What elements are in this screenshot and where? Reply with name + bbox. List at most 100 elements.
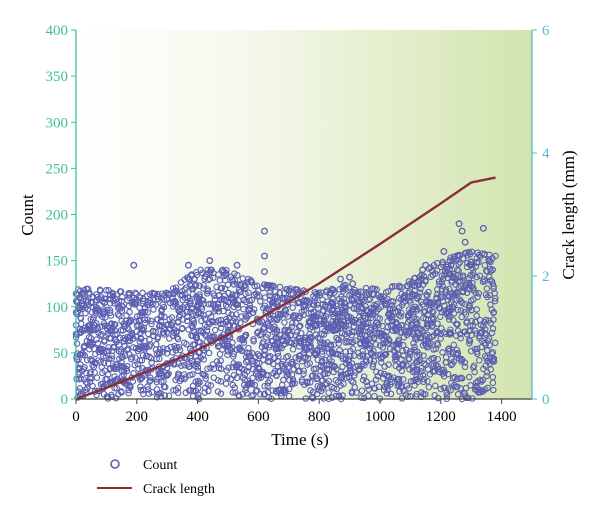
count-point <box>441 271 448 279</box>
count-point <box>222 316 230 323</box>
count-point <box>486 341 493 349</box>
count-point <box>339 317 347 325</box>
count-point <box>132 289 139 297</box>
count-point <box>419 266 427 274</box>
count-point <box>330 368 337 376</box>
count-point <box>194 377 202 385</box>
count-point <box>297 329 305 337</box>
count-point <box>250 391 257 399</box>
count-point <box>472 327 479 334</box>
count-point <box>410 313 418 321</box>
count-point <box>346 338 353 346</box>
count-point <box>385 372 393 379</box>
count-point <box>325 377 333 385</box>
count-point <box>84 305 92 313</box>
count-point <box>342 304 349 311</box>
count-point <box>158 306 165 314</box>
count-point <box>87 368 94 376</box>
count-point <box>350 304 358 312</box>
count-point <box>161 313 168 321</box>
count-point <box>473 330 480 337</box>
count-point <box>143 352 151 360</box>
count-point <box>254 350 262 358</box>
count-point <box>397 313 404 320</box>
count-point <box>278 337 286 344</box>
count-point <box>326 356 333 363</box>
count-point <box>389 283 396 290</box>
count-point <box>207 313 215 321</box>
count-point <box>313 326 321 333</box>
count-point <box>86 339 93 346</box>
count-point <box>183 308 190 316</box>
count-point <box>413 307 421 314</box>
count-point <box>278 344 285 352</box>
count-point <box>473 387 481 394</box>
count-point <box>388 297 395 305</box>
count-point <box>316 339 324 346</box>
count-point <box>370 384 378 392</box>
count-point <box>444 296 452 304</box>
count-point <box>420 375 428 383</box>
count-point <box>485 335 493 342</box>
count-point <box>343 370 350 378</box>
x-tick-label: 1400 <box>487 409 517 425</box>
count-point <box>371 285 378 293</box>
count-point <box>253 282 261 290</box>
count-point <box>300 311 308 319</box>
count-point <box>99 380 107 387</box>
count-point <box>266 341 273 349</box>
count-point <box>115 297 123 305</box>
count-point <box>274 350 282 357</box>
count-point <box>289 304 296 311</box>
count-point <box>139 295 147 303</box>
count-point <box>427 299 434 307</box>
count-point <box>136 345 143 353</box>
count-point <box>85 322 92 329</box>
count-point <box>330 384 338 392</box>
count-point <box>90 324 97 332</box>
count-point <box>172 284 180 291</box>
count-point <box>383 328 390 335</box>
count-point <box>459 356 466 364</box>
count-point <box>113 384 120 392</box>
count-point <box>409 281 416 289</box>
count-point <box>87 315 95 323</box>
count-point <box>386 345 394 353</box>
count-point <box>323 345 331 352</box>
count-point <box>309 301 317 308</box>
count-point <box>359 351 367 358</box>
count-point <box>217 357 224 364</box>
count-point <box>388 378 396 386</box>
count-point <box>309 394 317 402</box>
y-right-tick-label: 6 <box>542 23 550 39</box>
count-point <box>242 358 250 365</box>
count-point <box>357 327 365 334</box>
count-point <box>82 386 89 394</box>
count-point <box>446 329 454 336</box>
count-point <box>197 310 205 318</box>
count-point <box>441 384 448 392</box>
count-point <box>283 353 290 361</box>
y-left-tick-label: 350 <box>46 69 69 85</box>
count-point <box>439 349 446 356</box>
count-point <box>437 335 444 342</box>
y-left-tick-label: 50 <box>53 346 68 362</box>
count-point <box>223 374 231 381</box>
count-point <box>472 383 479 391</box>
count-point <box>129 378 137 385</box>
count-point <box>400 352 407 359</box>
count-point <box>443 392 451 399</box>
count-point <box>187 282 195 290</box>
count-point <box>372 319 380 326</box>
count-point <box>279 363 286 370</box>
count-point <box>470 362 478 369</box>
count-point <box>287 339 295 346</box>
count-point <box>127 355 135 363</box>
count-point <box>174 335 182 343</box>
count-point <box>333 326 340 334</box>
count-point <box>204 365 211 372</box>
count-point <box>337 275 344 283</box>
count-point <box>112 394 120 402</box>
